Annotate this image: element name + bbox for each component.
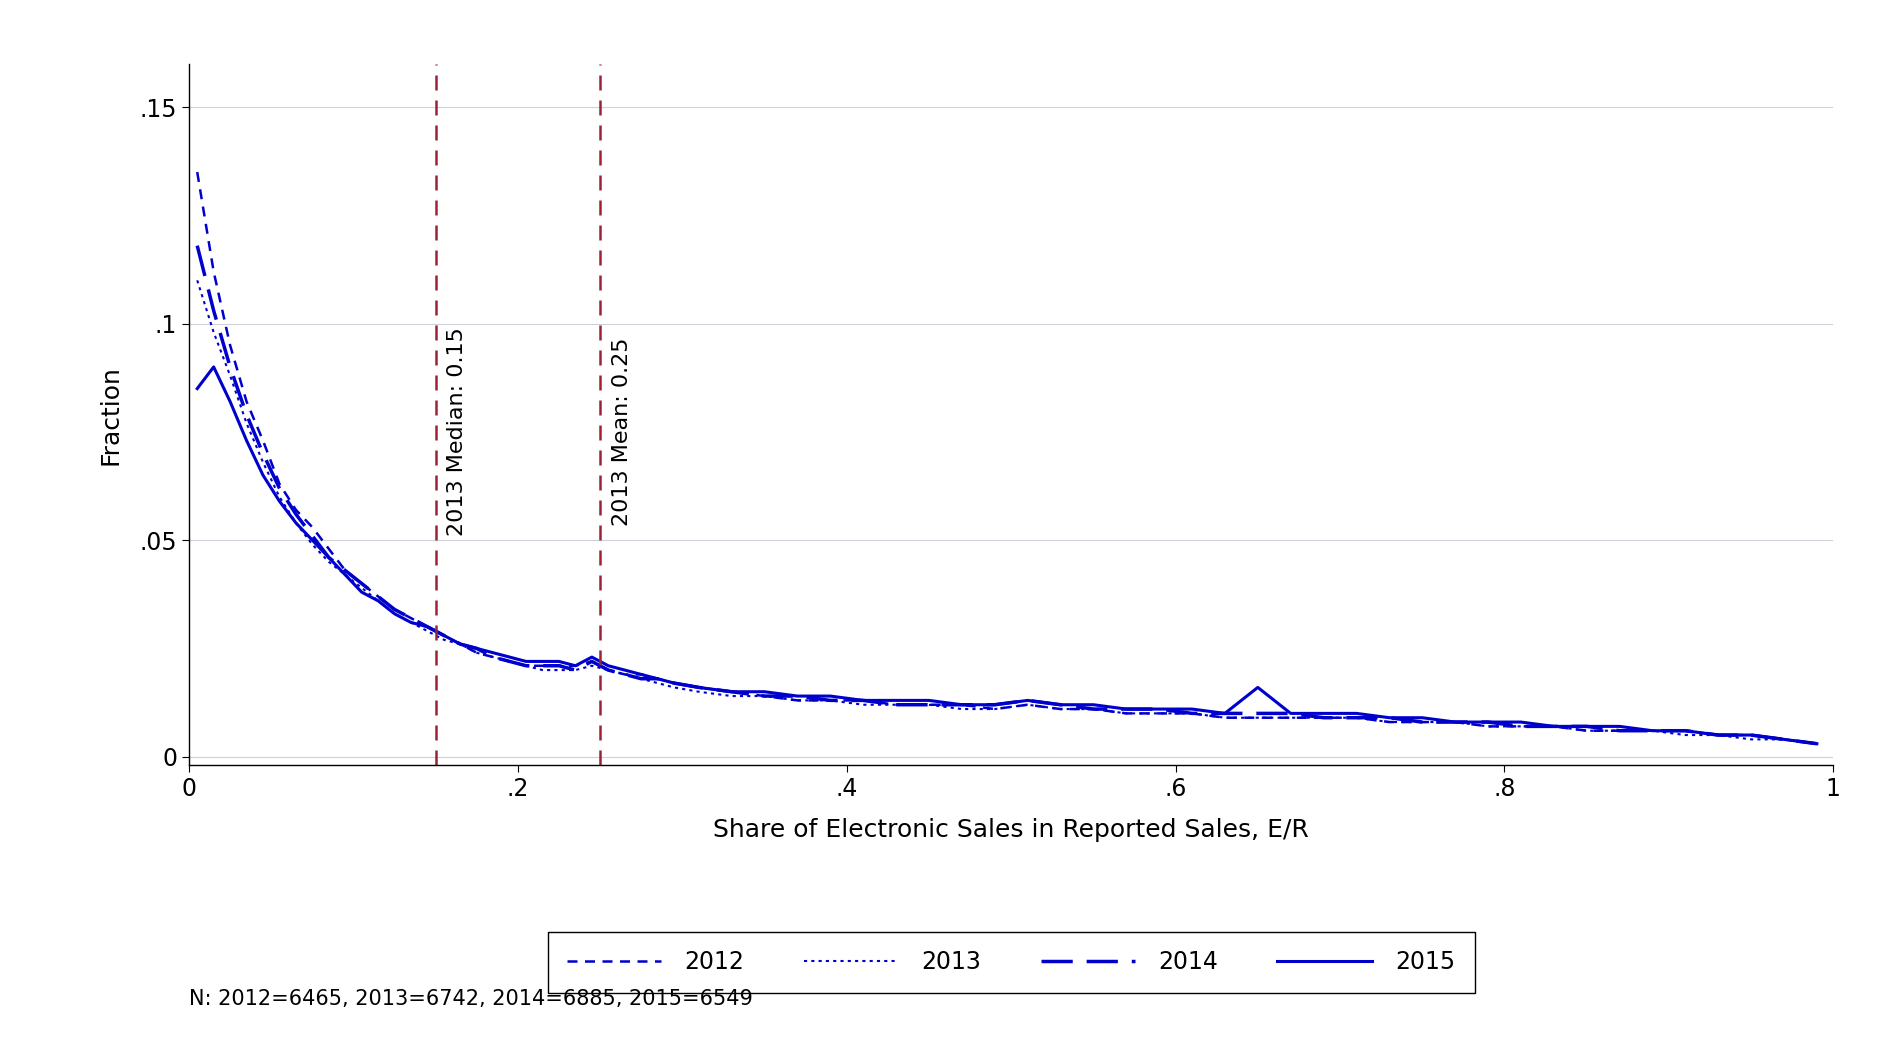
Y-axis label: Fraction: Fraction — [98, 365, 123, 465]
2015 — [202, 360, 225, 373]
2013 — [629, 673, 652, 686]
2012 — [433, 629, 455, 642]
2014 — [185, 239, 208, 252]
Text: N: 2012=6465, 2013=6742, 2014=6885, 2015=6549: N: 2012=6465, 2013=6742, 2014=6885, 2015… — [189, 989, 752, 1009]
2015 — [646, 673, 669, 686]
2013 — [786, 694, 808, 707]
2015 — [1541, 720, 1564, 732]
2012 — [1738, 728, 1761, 741]
2012 — [629, 668, 652, 680]
2014 — [786, 690, 808, 703]
2013 — [1804, 738, 1827, 750]
2014 — [1804, 738, 1827, 750]
2015 — [185, 383, 208, 395]
2014 — [1738, 728, 1761, 741]
Line: 2012: 2012 — [196, 172, 1815, 744]
Line: 2014: 2014 — [196, 246, 1815, 744]
Text: 2013 Mean: 0.25: 2013 Mean: 0.25 — [612, 338, 631, 526]
2015 — [818, 690, 841, 703]
2012 — [786, 694, 808, 707]
2013 — [185, 274, 208, 287]
2012 — [185, 166, 208, 179]
Line: 2015: 2015 — [196, 367, 1815, 744]
Line: 2013: 2013 — [196, 281, 1815, 744]
2013 — [1509, 720, 1532, 732]
X-axis label: Share of Electronic Sales in Reported Sales, E/R: Share of Electronic Sales in Reported Sa… — [712, 817, 1309, 842]
2013 — [433, 634, 455, 646]
2015 — [514, 655, 536, 668]
2012 — [1804, 738, 1827, 750]
2014 — [499, 655, 521, 668]
2015 — [1804, 738, 1827, 750]
2013 — [1738, 733, 1761, 746]
2012 — [499, 655, 521, 668]
2014 — [433, 629, 455, 642]
2014 — [629, 673, 652, 686]
Text: 2013 Median: 0.15: 2013 Median: 0.15 — [448, 327, 467, 537]
2014 — [1509, 720, 1532, 732]
2012 — [1509, 720, 1532, 732]
2013 — [499, 655, 521, 668]
2015 — [1738, 728, 1761, 741]
2015 — [450, 638, 472, 651]
Legend: 2012, 2013, 2014, 2015: 2012, 2013, 2014, 2015 — [548, 931, 1473, 993]
